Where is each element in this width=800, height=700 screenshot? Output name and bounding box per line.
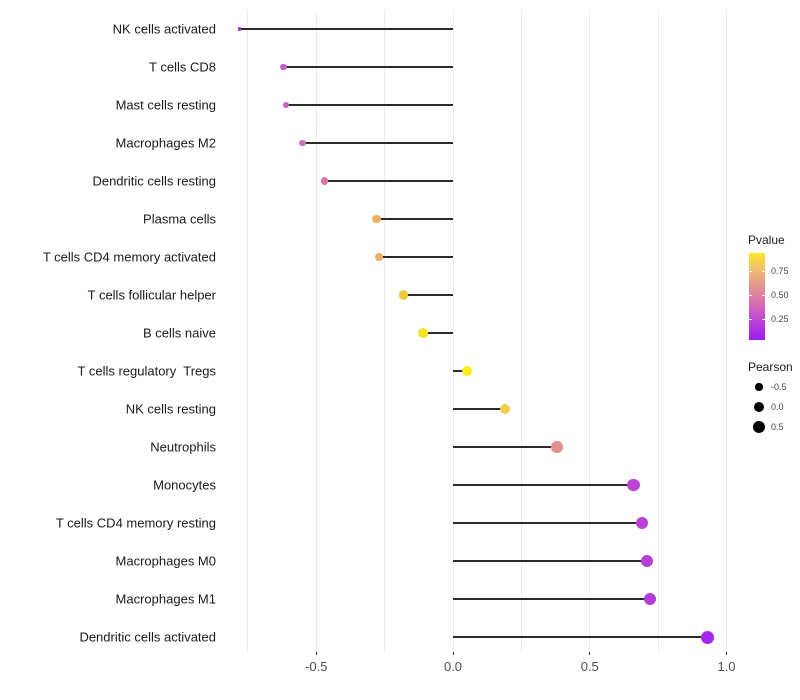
x-gridline [247,10,249,652]
pvalue-tick-label: 0.50 [771,290,789,301]
x-axis-tick [452,652,454,655]
pvalue-colorbar-tick [762,295,765,297]
lollipop-dot [372,214,381,224]
pvalue-colorbar-tick [762,318,765,320]
pvalue-colorbar-tick [749,271,752,273]
lollipop-stem [453,484,634,486]
lollipop-dot [641,554,654,568]
x-gridline [315,10,317,652]
pvalue-colorbar-tick [762,271,765,273]
x-axis-tick-label: 0.0 [443,659,463,674]
pvalue-colorbar-tick [749,318,752,320]
category-label: Neutrophils [150,439,216,455]
lollipop-stem [283,66,453,68]
lollipop-dot [627,478,640,492]
lollipop-dot [280,63,287,71]
category-label: T cells follicular helper [87,287,216,303]
lollipop-dot [635,516,648,530]
pearson-legend-dot [754,402,764,412]
lollipop-dot [418,328,428,338]
lollipop-dot [551,441,563,453]
lollipop-dot [374,252,384,262]
lollipop-dot [320,177,329,185]
lollipop-stem [324,180,453,182]
pearson-legend-dot [755,383,763,391]
x-axis-tick-label: -0.5 [305,659,328,674]
pvalue-colorbar-tick [749,295,752,297]
pearson-legend-dot [753,421,765,433]
lollipop-stem [453,522,642,524]
category-label: T cells CD8 [149,59,216,75]
lollipop-stem [302,142,453,144]
x-gridline [726,10,727,652]
lollipop-stem [453,598,650,600]
lollipop-dot [282,101,290,109]
pvalue-legend-title: Pvalue [748,233,785,247]
category-label: T cells regulatory Tregs [77,363,216,379]
category-label: Mast cells resting [115,97,216,113]
lollipop-stem [379,256,453,258]
pearson-legend-label: -0.5 [771,382,787,392]
lollipop-stem [403,294,453,296]
pvalue-tick-label: 0.75 [771,266,789,277]
lollipop-stem [453,560,648,562]
x-gridline [589,10,591,652]
lollipop-stem [453,446,557,448]
pearson-legend-title: Pearson [748,360,793,374]
lollipop-stem [453,370,467,372]
lollipop-dot [237,27,242,31]
pearson-legend-label: 0.0 [771,402,784,412]
x-gridline [452,10,454,652]
x-gridline [520,10,522,652]
x-gridline [657,10,659,652]
category-label: T cells CD4 memory activated [42,249,216,265]
lollipop-stem [453,408,505,410]
category-label: Macrophages M1 [115,591,216,607]
x-axis-tick [726,652,727,655]
x-axis-tick [589,652,591,655]
category-label: Macrophages M0 [115,553,216,569]
pearson-legend-label: 0.5 [771,422,784,432]
pvalue-tick-label: 0.25 [771,313,789,324]
lollipop-dot [700,630,714,644]
category-label: T cells CD4 memory resting [55,515,216,531]
lollipop-dot [499,403,511,415]
lollipop-dot [643,592,657,606]
x-axis-tick-label: 1.0 [717,659,736,674]
x-gridline [384,10,386,652]
category-label: Macrophages M2 [115,135,216,151]
category-label: NK cells activated [112,21,216,37]
category-label: Monocytes [153,477,216,493]
lollipop-stem [422,332,453,334]
lollipop-dot [461,365,472,377]
pvalue-colorbar [749,253,765,340]
category-label: Dendritic cells activated [79,629,216,645]
category-label: NK cells resting [125,401,216,417]
category-label: B cells naive [143,325,216,341]
lollipop-dot [399,290,409,300]
x-axis-tick [315,652,317,655]
lollipop-dot [299,139,307,147]
category-label: Plasma cells [143,211,216,227]
lollipop-stem [376,218,453,220]
x-axis-tick-label: 0.5 [580,659,599,674]
lollipop-stem [453,636,708,638]
lollipop-stem [239,28,453,30]
lollipop-stem [286,104,453,106]
category-label: Dendritic cells resting [92,173,216,189]
